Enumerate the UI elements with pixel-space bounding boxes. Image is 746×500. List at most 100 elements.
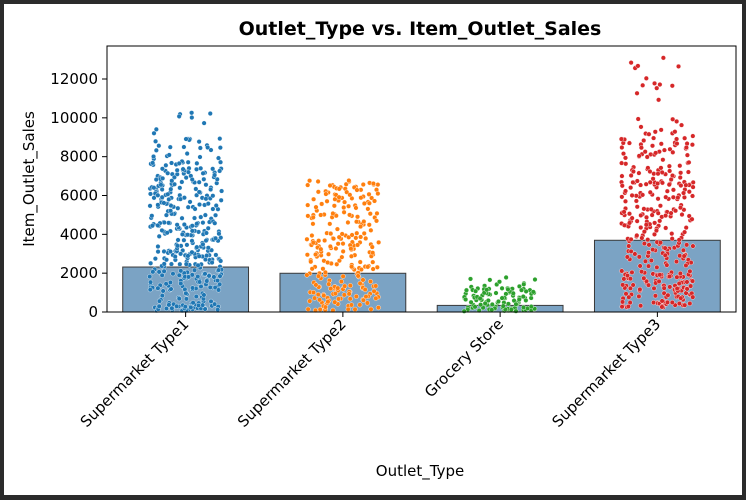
strip-point xyxy=(682,302,688,308)
strip-point xyxy=(652,80,658,86)
strip-point xyxy=(198,165,204,171)
strip-point xyxy=(628,248,634,254)
strip-point xyxy=(336,296,342,302)
strip-point xyxy=(642,258,648,264)
strip-point xyxy=(690,184,696,190)
strip-point xyxy=(361,219,367,225)
strip-point xyxy=(523,288,529,294)
strip-point xyxy=(658,127,664,133)
strip-point xyxy=(651,285,657,291)
strip-point xyxy=(155,285,161,291)
strip-point xyxy=(323,191,329,197)
strip-point xyxy=(528,304,534,310)
strip-point xyxy=(341,292,347,298)
strip-point xyxy=(192,206,198,212)
strip-point xyxy=(174,243,180,249)
strip-point xyxy=(166,220,172,226)
strip-point xyxy=(636,254,642,260)
strip-point xyxy=(192,215,198,221)
strip-point xyxy=(156,233,162,239)
strip-point xyxy=(499,295,505,301)
strip-point xyxy=(327,221,333,227)
strip-point xyxy=(215,278,221,284)
strip-point xyxy=(155,222,161,228)
strip-point xyxy=(670,187,676,193)
strip-point xyxy=(217,145,223,151)
strip-point xyxy=(630,282,636,288)
bar-supermarket-type2 xyxy=(279,272,407,313)
strip-point xyxy=(156,269,162,275)
strip-point xyxy=(670,116,676,122)
strip-point xyxy=(689,142,695,148)
strip-point xyxy=(207,111,213,117)
strip-point xyxy=(658,165,664,171)
strip-point xyxy=(159,272,165,278)
strip-point xyxy=(660,157,666,163)
strip-point xyxy=(161,261,167,267)
strip-point xyxy=(358,234,364,240)
strip-point xyxy=(166,302,172,308)
strip-point xyxy=(621,222,627,228)
strip-point xyxy=(657,82,663,88)
strip-point xyxy=(689,216,695,222)
strip-point xyxy=(628,236,634,242)
strip-point xyxy=(365,264,371,270)
strip-point xyxy=(321,293,327,299)
strip-point xyxy=(368,306,374,312)
strip-point xyxy=(348,253,354,259)
strip-point xyxy=(194,160,200,166)
strip-point xyxy=(202,212,208,218)
strip-point xyxy=(659,304,665,310)
strip-point xyxy=(327,183,333,189)
strip-point xyxy=(198,284,204,290)
strip-point xyxy=(194,221,200,227)
strip-point xyxy=(159,227,165,233)
strip-point xyxy=(166,152,172,158)
strip-point xyxy=(621,151,627,157)
y-tick-label: 10000 xyxy=(50,109,98,127)
strip-point xyxy=(686,189,692,195)
strip-point xyxy=(174,167,180,173)
strip-point xyxy=(334,226,340,232)
strip-point xyxy=(484,287,490,293)
strip-point xyxy=(328,286,334,292)
strip-point xyxy=(307,298,313,304)
strip-point xyxy=(317,306,323,312)
y-tick-label: 4000 xyxy=(60,225,98,243)
strip-point xyxy=(646,242,652,248)
strip-point xyxy=(186,274,192,280)
strip-point xyxy=(158,182,164,188)
strip-point xyxy=(682,135,688,141)
strip-point xyxy=(304,272,310,278)
strip-point xyxy=(164,230,170,236)
strip-point xyxy=(332,291,338,297)
strip-point xyxy=(667,168,673,174)
strip-point xyxy=(374,218,380,224)
strip-point xyxy=(331,236,337,242)
strip-point xyxy=(202,306,208,312)
strip-point xyxy=(170,271,176,277)
strip-point xyxy=(324,198,330,204)
strip-point xyxy=(307,178,313,184)
strip-point xyxy=(147,274,153,280)
strip-point xyxy=(672,129,678,135)
strip-point xyxy=(650,143,656,149)
strip-point xyxy=(166,196,172,202)
strip-point xyxy=(635,116,641,122)
strip-point xyxy=(168,208,174,214)
strip-point xyxy=(342,283,348,289)
strip-point xyxy=(650,176,656,182)
strip-point xyxy=(219,188,225,194)
strip-point xyxy=(336,234,342,240)
strip-point xyxy=(658,240,664,246)
strip-point xyxy=(670,149,676,155)
strip-point xyxy=(197,154,203,160)
strip-point xyxy=(361,230,367,236)
strip-point xyxy=(620,282,626,288)
strip-point xyxy=(669,83,675,89)
y-axis-title: Item_Outlet_Sales xyxy=(20,111,39,247)
strip-point xyxy=(328,231,334,237)
strip-point xyxy=(372,198,378,204)
y-tick-label: 6000 xyxy=(60,187,98,205)
strip-point xyxy=(627,276,633,282)
